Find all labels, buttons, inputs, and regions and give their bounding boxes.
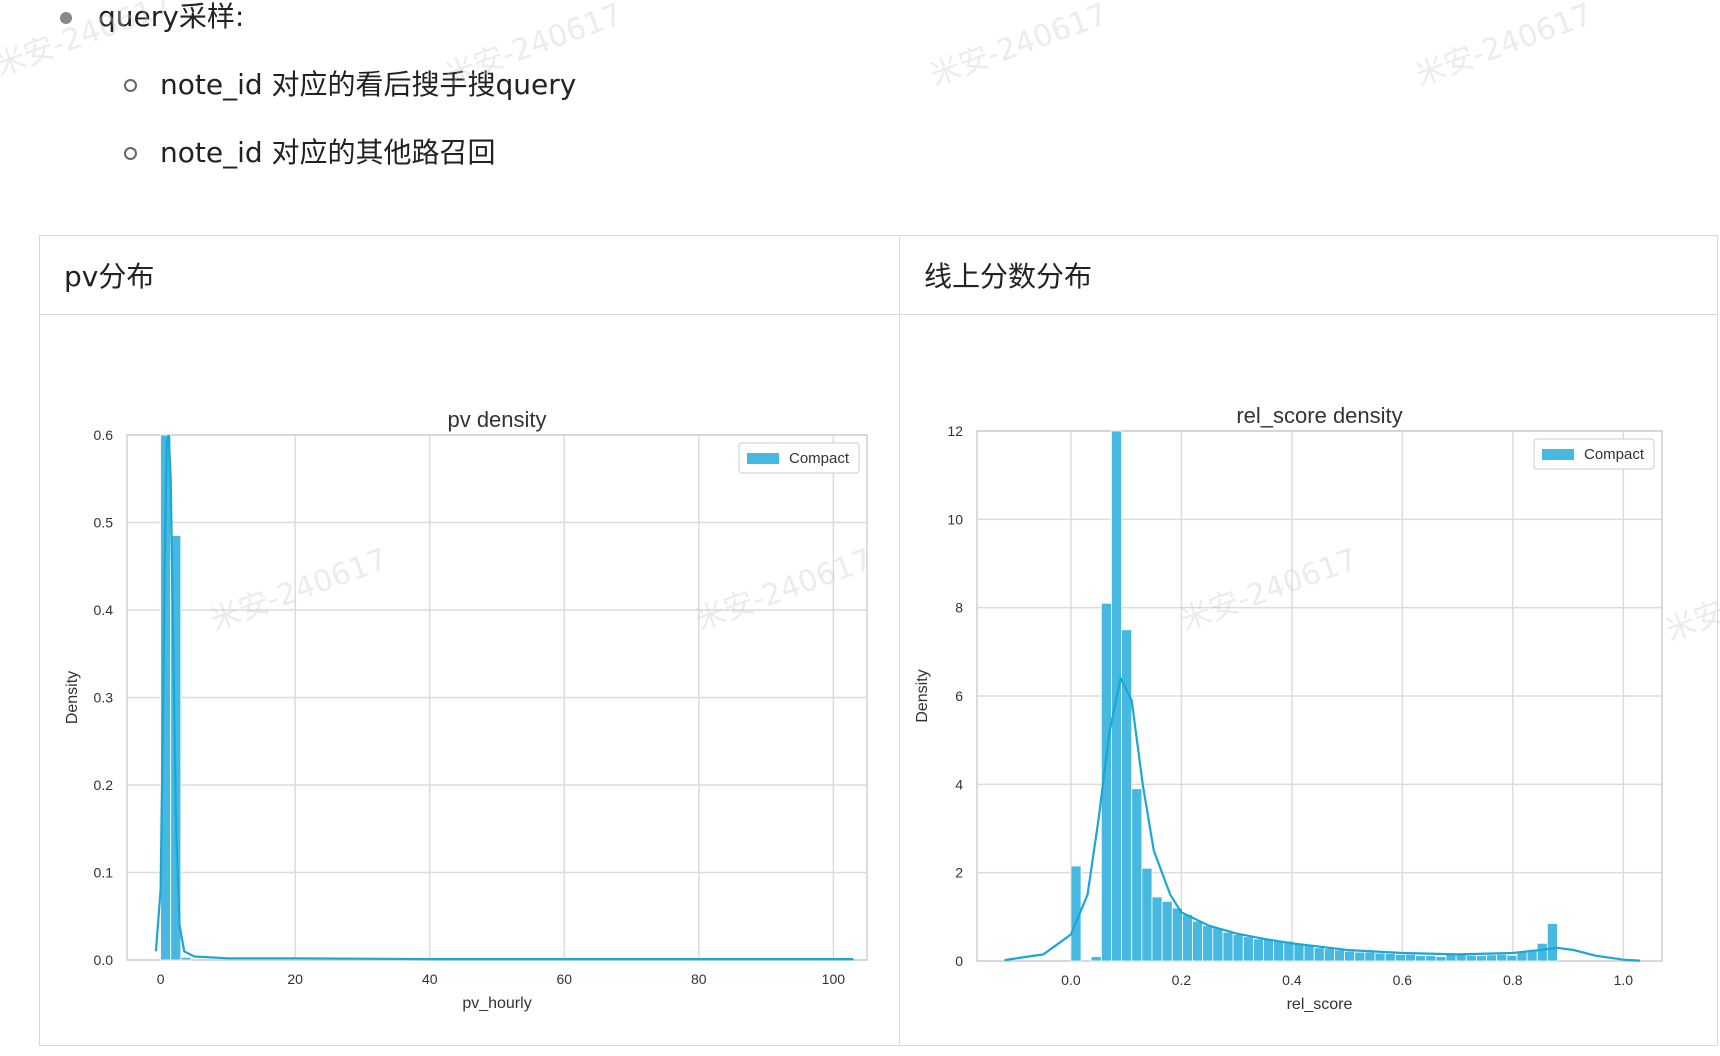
histogram-bar <box>1242 936 1254 962</box>
histogram-bar <box>1435 956 1447 962</box>
histogram-bar <box>1303 945 1315 962</box>
x-tick-label: 60 <box>556 971 572 987</box>
x-axis-label: rel_score <box>1287 996 1353 1013</box>
histogram-bar <box>1486 954 1498 962</box>
histogram-bar <box>1364 951 1376 962</box>
histogram-bar <box>1475 955 1487 962</box>
histogram-bar <box>1425 955 1437 962</box>
legend-label: Compact <box>789 450 850 467</box>
rel-score-density-chart: 0.0 0.2 0.4 0.6 0.8 1.0 0 2 4 6 8 10 12 rel_score den… <box>914 403 1663 1013</box>
histogram-bar <box>1526 950 1538 962</box>
bullet-dot-icon <box>60 12 72 24</box>
x-tick-label: 0.0 <box>1061 972 1081 988</box>
histogram-bar <box>1405 953 1416 962</box>
x-tick-label: 40 <box>422 971 438 987</box>
bullet-main-text: query采样: <box>98 0 245 33</box>
histogram-bar <box>1546 923 1558 962</box>
y-tick-label: 0 <box>955 953 963 969</box>
histogram-bar <box>1222 931 1234 962</box>
y-tick-label: 0.5 <box>94 515 114 531</box>
histogram-bar <box>1171 907 1183 962</box>
y-axis-label: Density <box>914 669 931 722</box>
bullet-sub-1: note_id 对应的看后搜手搜query <box>124 68 577 102</box>
y-tick-label: 0.1 <box>94 865 114 881</box>
legend-box <box>738 442 860 474</box>
histogram-bar <box>1374 952 1386 962</box>
histogram-bar <box>1273 940 1285 962</box>
kde-line <box>154 434 854 961</box>
y-tick-label: 0.3 <box>94 690 114 706</box>
y-tick-label: 2 <box>955 865 963 881</box>
histogram-bar <box>1161 900 1173 962</box>
histogram-bar <box>1394 953 1406 962</box>
y-tick-label: 4 <box>955 776 963 792</box>
x-tick-label: 0.6 <box>1393 972 1413 988</box>
y-tick-label: 10 <box>947 511 963 527</box>
histogram-bar <box>1506 954 1518 962</box>
histogram-bar <box>180 956 192 961</box>
histogram-bar <box>1070 865 1082 962</box>
pv-density-chart: 0 20 40 60 80 100 0.0 0.1 0.2 0.3 0.4 0.5 0.6 pv dens… <box>64 407 868 1012</box>
x-tick-label: 100 <box>822 971 846 987</box>
histogram-bar <box>1121 629 1133 962</box>
histogram-bar <box>1182 914 1193 962</box>
y-tick-label: 6 <box>955 688 963 704</box>
histogram-bar <box>1293 942 1305 962</box>
y-tick-label: 0.4 <box>94 602 114 618</box>
y-tick-label: 0.2 <box>94 777 114 793</box>
bullet-circle-icon <box>124 79 137 92</box>
x-tick-label: 0.8 <box>1503 972 1523 988</box>
y-tick-label: 0.0 <box>94 952 114 968</box>
histogram-bar <box>1313 947 1325 962</box>
charts-table: pv分布 线上分数分布 0 20 40 60 80 100 0.0 0.1 0.2 0.3 0.4 0… <box>39 235 1718 1046</box>
histogram-bar <box>1465 954 1477 962</box>
x-tick-label: 20 <box>287 971 303 987</box>
histogram-bar <box>1536 942 1548 962</box>
legend-box <box>1533 438 1655 470</box>
bullet-circle-icon <box>124 147 137 160</box>
histogram-bar <box>1334 949 1346 962</box>
histogram-bar <box>1415 955 1427 962</box>
table-header-score: 线上分数分布 <box>899 235 1718 315</box>
watermark: 米安-240617 <box>1410 0 1597 94</box>
y-axis-label: Density <box>64 671 81 724</box>
bullet-sub-1-text: note_id 对应的看后搜手搜query <box>160 68 577 101</box>
chart-cell-score: 0.0 0.2 0.4 0.6 0.8 1.0 0 2 4 6 8 10 12 rel_score den… <box>899 314 1718 1046</box>
bullet-sub-2: note_id 对应的其他路召回 <box>124 136 496 170</box>
x-tick-label: 0 <box>157 971 165 987</box>
watermark: 米安-240617 <box>925 0 1112 94</box>
table-header-pv: pv分布 <box>39 235 900 315</box>
legend-swatch <box>747 453 779 464</box>
kde-line <box>1004 674 1640 962</box>
histogram-bar <box>1212 927 1224 962</box>
histogram-bar <box>1192 920 1204 962</box>
histogram-bar <box>1354 951 1366 962</box>
chart-cell-pv: 0 20 40 60 80 100 0.0 0.1 0.2 0.3 0.4 0.5 0.6 pv dens… <box>39 314 900 1046</box>
x-tick-label: 80 <box>691 971 707 987</box>
histogram-bar <box>1384 953 1396 962</box>
histogram-bar <box>1263 938 1275 962</box>
bullet-sub-2-text: note_id 对应的其他路召回 <box>160 136 496 169</box>
chart-title: pv density <box>447 407 546 432</box>
histogram-bar <box>1090 956 1102 962</box>
histogram-bar <box>1232 934 1244 962</box>
histogram-bar <box>1323 948 1335 962</box>
legend-swatch <box>1542 449 1574 460</box>
y-tick-label: 0.6 <box>94 427 114 443</box>
histogram-bar <box>1131 788 1143 962</box>
histogram-bar <box>1202 925 1214 962</box>
y-tick-label: 12 <box>947 423 963 439</box>
y-tick-label: 8 <box>955 600 963 616</box>
histogram-bar <box>1496 953 1508 962</box>
x-tick-label: 0.4 <box>1282 972 1302 988</box>
histogram-bar <box>1344 950 1356 962</box>
x-tick-label: 1.0 <box>1614 972 1634 988</box>
histogram-bar <box>1151 896 1163 962</box>
legend-label: Compact <box>1584 446 1645 463</box>
x-axis-label: pv_hourly <box>462 995 531 1012</box>
x-tick-label: 0.2 <box>1172 972 1192 988</box>
histogram-bar <box>1252 938 1264 962</box>
chart-title: rel_score density <box>1236 403 1402 428</box>
histogram-bar <box>1141 867 1153 962</box>
